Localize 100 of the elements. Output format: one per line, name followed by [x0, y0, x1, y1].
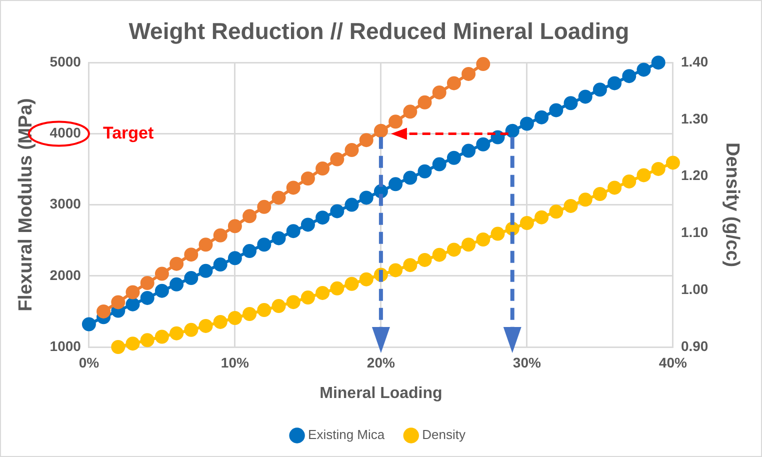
point — [184, 271, 198, 286]
point — [388, 263, 403, 278]
y-axis-title: Flexural Modulus (MPa) — [16, 98, 37, 312]
point — [418, 164, 432, 178]
point — [140, 333, 154, 348]
point — [286, 295, 300, 310]
point — [592, 186, 607, 201]
point — [418, 95, 432, 110]
y2-tick-label: 1.40 — [680, 53, 708, 70]
point — [228, 251, 242, 266]
legend-label: Density — [422, 427, 466, 442]
point — [126, 336, 140, 351]
point — [111, 340, 126, 354]
point — [388, 177, 403, 192]
point — [578, 192, 592, 207]
point — [111, 295, 126, 310]
point — [534, 210, 549, 224]
point — [651, 56, 666, 70]
point — [257, 200, 272, 214]
x-tick-label: 20% — [366, 354, 396, 370]
point — [213, 314, 228, 329]
point — [300, 218, 315, 232]
y-tick-label: 4000 — [50, 124, 82, 141]
point — [154, 330, 169, 344]
point — [592, 82, 607, 97]
x-axis-title: Mineral Loading — [320, 384, 442, 402]
point — [300, 290, 315, 305]
point — [374, 124, 388, 138]
point — [272, 190, 286, 205]
point — [388, 114, 403, 129]
point — [636, 62, 651, 77]
point — [330, 152, 344, 166]
y-tick-label: 3000 — [50, 196, 82, 212]
point — [140, 290, 154, 305]
point — [476, 137, 490, 152]
point — [228, 310, 242, 325]
point — [462, 66, 476, 81]
point — [184, 322, 198, 337]
point — [476, 232, 490, 246]
point — [403, 258, 418, 272]
x-tick-label: 30% — [512, 354, 542, 370]
point — [564, 96, 578, 110]
point — [198, 238, 213, 252]
point — [213, 228, 228, 242]
point — [432, 248, 446, 262]
point — [198, 264, 213, 278]
point — [154, 266, 169, 281]
point — [213, 258, 228, 272]
y-tick-label: 1000 — [50, 338, 82, 354]
point — [534, 110, 549, 124]
point — [359, 190, 374, 205]
point — [403, 170, 418, 185]
point — [272, 231, 286, 246]
point — [608, 180, 622, 195]
point — [170, 326, 184, 340]
y2-axis-title: Density (g/cc) — [721, 142, 742, 268]
point — [286, 180, 300, 195]
point — [446, 150, 461, 165]
point — [198, 318, 213, 333]
point — [170, 256, 184, 271]
point — [96, 304, 111, 318]
y2-tick-label: 1.30 — [680, 110, 708, 126]
legend-label: Existing Mica — [308, 427, 386, 442]
y2-tick-label: 0.90 — [680, 338, 708, 354]
point — [257, 303, 272, 318]
point — [462, 144, 476, 158]
point — [666, 156, 680, 170]
point — [300, 171, 315, 186]
point — [140, 276, 154, 290]
point — [403, 104, 418, 119]
point — [242, 209, 257, 224]
point — [316, 162, 330, 176]
chart-title: Weight Reduction // Reduced Mineral Loading — [128, 18, 630, 44]
point — [446, 76, 461, 90]
point — [170, 277, 184, 292]
y-tick-label: 2000 — [50, 266, 82, 283]
point — [505, 124, 520, 138]
x-tick-label: 40% — [658, 354, 688, 370]
point — [257, 238, 272, 252]
point — [228, 219, 242, 234]
point — [490, 226, 505, 241]
point — [242, 244, 257, 258]
point — [286, 224, 300, 238]
point — [242, 307, 257, 322]
point — [564, 198, 578, 213]
point — [622, 174, 636, 188]
point — [418, 252, 432, 267]
x-tick-label: 0% — [78, 354, 100, 370]
point — [359, 133, 374, 148]
point — [549, 204, 564, 219]
point — [490, 130, 505, 144]
y2-tick-label: 1.20 — [680, 167, 708, 184]
point — [476, 57, 490, 72]
y2-tick-label: 1.10 — [680, 224, 708, 240]
point — [126, 285, 140, 300]
point — [432, 157, 446, 172]
ref-line-label: Target — [102, 123, 154, 142]
point — [184, 248, 198, 262]
point — [608, 76, 622, 90]
point — [272, 299, 286, 314]
